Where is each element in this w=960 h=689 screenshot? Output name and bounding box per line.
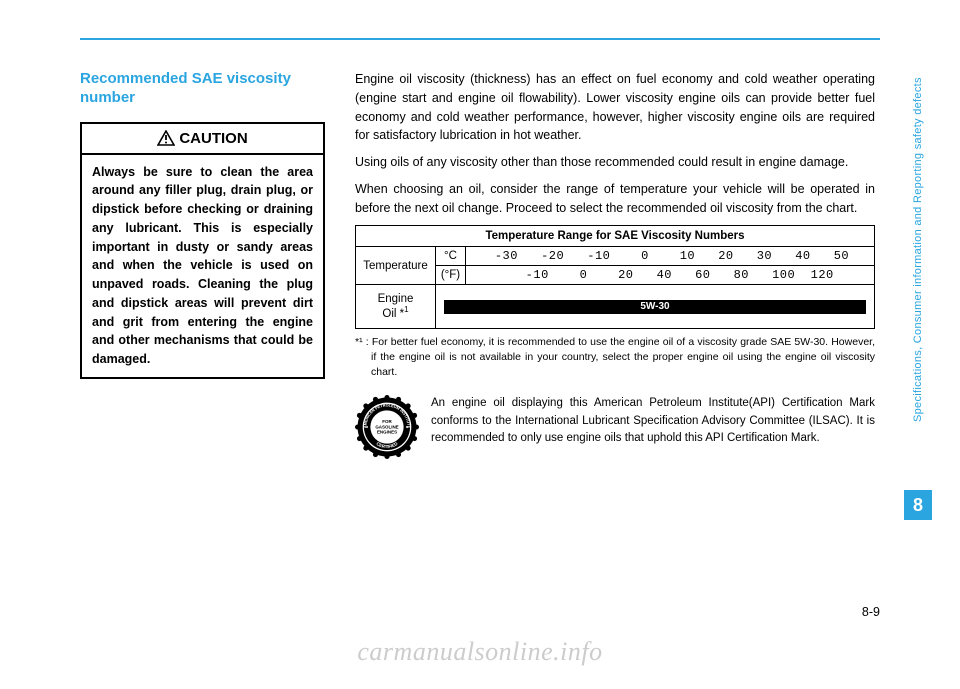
api-text: An engine oil displaying this American P… xyxy=(431,395,875,447)
chapter-number: 8 xyxy=(904,490,932,520)
fahrenheit-scale: -10 0 20 40 60 80 100 120 xyxy=(466,266,875,285)
oil-label: Engine Oil *1 xyxy=(356,285,436,329)
footnote: *¹ : For better fuel economy, it is reco… xyxy=(355,335,875,379)
badge-center-l3: ENGINES xyxy=(377,430,397,435)
page-number: 8-9 xyxy=(862,605,880,619)
oil-label-l1: Engine xyxy=(378,293,414,305)
api-block: AMERICAN PETROLEUM INSTITUTE CERTIFIED F… xyxy=(355,395,875,464)
badge-center-l2: GASOLINE xyxy=(375,425,398,430)
caution-box: CAUTION Always be sure to clean the area… xyxy=(80,122,325,379)
heading-line2: number xyxy=(80,89,135,106)
oil-label-sup: 1 xyxy=(404,305,408,314)
viscosity-table: Temperature Range for SAE Viscosity Numb… xyxy=(355,225,875,329)
heading-line1: Recommended SAE viscosity xyxy=(80,70,291,87)
top-rule xyxy=(80,38,880,40)
paragraph-3: When choosing an oil, consider the range… xyxy=(355,180,875,218)
right-column: Engine oil viscosity (thickness) has an … xyxy=(355,70,875,464)
api-badge-icon: AMERICAN PETROLEUM INSTITUTE CERTIFIED F… xyxy=(355,395,419,464)
paragraph-1: Engine oil viscosity (thickness) has an … xyxy=(355,70,875,145)
left-column: Recommended SAE viscosity number CAUTION… xyxy=(80,70,325,379)
celsius-scale: -30 -20 -10 0 10 20 30 40 50 xyxy=(466,247,875,266)
page-content: Recommended SAE viscosity number CAUTION… xyxy=(80,48,875,608)
viscosity-bar-cell: 5W-30 xyxy=(436,285,875,329)
section-heading: Recommended SAE viscosity number xyxy=(80,70,325,108)
oil-label-l2: Oil * xyxy=(382,308,404,320)
badge-center-l1: FOR xyxy=(382,419,392,424)
warning-icon xyxy=(157,130,175,147)
caution-body: Always be sure to clean the area around … xyxy=(82,155,323,377)
table-title: Temperature Range for SAE Viscosity Numb… xyxy=(356,226,875,247)
side-tab: Specifications, Consumer information and… xyxy=(898,60,932,570)
unit-f: (°F) xyxy=(436,266,466,285)
unit-c: °C xyxy=(436,247,466,266)
caution-label: CAUTION xyxy=(179,130,247,147)
viscosity-bar: 5W-30 xyxy=(444,300,866,314)
caution-title: CAUTION xyxy=(82,124,323,155)
temp-label: Temperature xyxy=(356,247,436,285)
side-label: Specifications, Consumer information and… xyxy=(912,60,926,440)
paragraph-2: Using oils of any viscosity other than t… xyxy=(355,153,875,172)
watermark: carmanualsonline.info xyxy=(357,637,602,667)
